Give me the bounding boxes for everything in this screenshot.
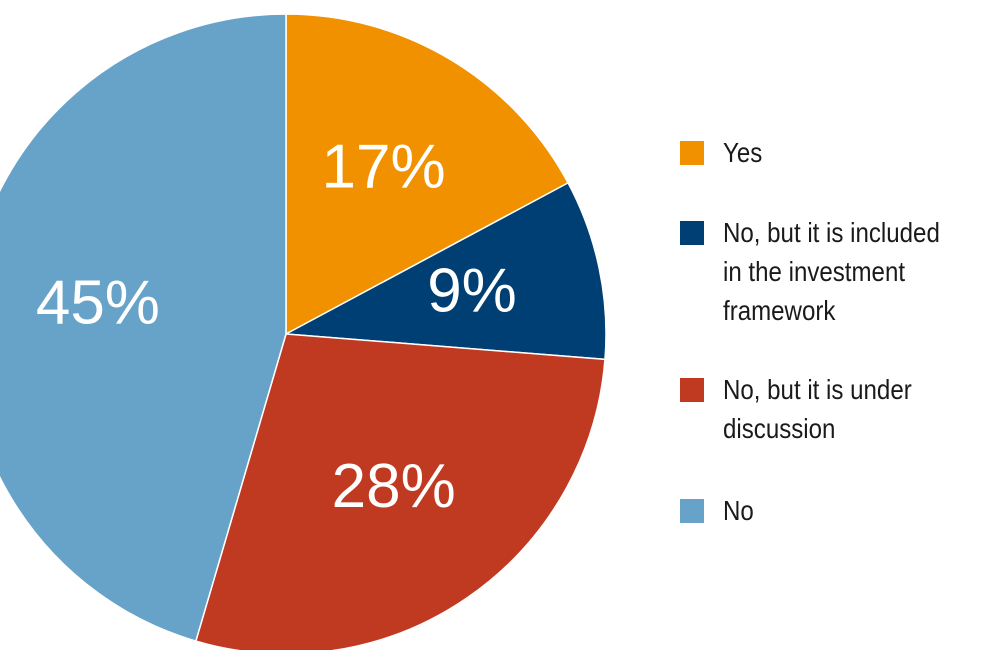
legend: Yes No, but it is included in the invest… [680, 137, 1006, 565]
pie-value-label-under-discussion: 28% [332, 452, 456, 521]
legend-swatch-no [680, 499, 704, 523]
legend-label-under-discussion: No, but it is under discussion [723, 374, 912, 444]
pie-value-label-yes: 17% [322, 132, 446, 201]
pie-value-labels: 17% 9% 28% 45% [36, 132, 517, 521]
pie-value-label-no: 45% [36, 268, 160, 337]
pie-slices [0, 13, 607, 650]
pie-slice-included-in-framework [283, 181, 607, 361]
legend-label-yes: Yes [723, 137, 763, 168]
pie-value-label-included-in-framework: 9% [427, 256, 517, 325]
pie-slice-no [0, 13, 287, 642]
legend-label-no: No [723, 495, 754, 526]
legend-swatch-under-discussion [680, 378, 704, 402]
legend-item-no: No [680, 495, 1006, 530]
pie-slice-under-discussion [194, 333, 606, 650]
pie-slice-yes [285, 13, 570, 336]
legend-label-included-in-framework: No, but it is included in the investment… [723, 217, 940, 326]
legend-swatch-included-in-framework [680, 221, 704, 245]
legend-item-under-discussion: No, but it is under discussion [680, 374, 1006, 448]
legend-item-yes: Yes [680, 137, 1006, 172]
legend-swatch-yes [680, 141, 704, 165]
legend-item-included-in-framework: No, but it is included in the investment… [680, 217, 1006, 330]
